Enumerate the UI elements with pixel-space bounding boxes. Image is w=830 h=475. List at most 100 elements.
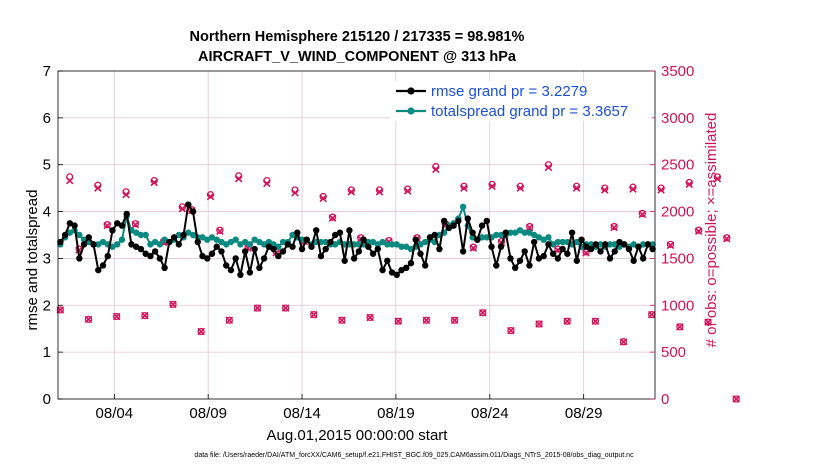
data-point-rmse	[260, 255, 268, 262]
obs-assimilated-stroke	[394, 317, 403, 325]
obs-assimilated-stroke	[563, 317, 571, 325]
obs-assimilated-stroke	[478, 309, 487, 317]
data-point-rmse	[237, 271, 244, 279]
obs-assimilated-stroke	[572, 184, 581, 192]
y-right-tick-label: 500	[661, 344, 686, 361]
data-point-rmse	[573, 257, 581, 264]
obs-assimilated-marker	[723, 234, 731, 243]
obs-assimilated-stroke	[666, 241, 675, 250]
obs-assimilated-marker	[732, 395, 740, 403]
data-point-rmse	[322, 245, 329, 253]
data-point-rmse	[275, 252, 282, 260]
data-point-totalspread	[227, 238, 235, 246]
obs-assimilated-marker	[638, 210, 647, 219]
data-point-rmse	[407, 259, 415, 267]
obs-assimilated-marker	[544, 163, 553, 172]
data-point-totalspread	[114, 241, 121, 248]
obs-possible-marker	[563, 317, 571, 325]
data-point-rmse	[213, 243, 220, 250]
obs-assimilated-marker	[169, 300, 177, 309]
obs-assimilated-marker	[216, 227, 224, 236]
obs-assimilated-stroke	[422, 316, 431, 325]
y-tick-label: 4	[43, 204, 51, 221]
data-point-totalspread	[369, 238, 377, 246]
data-point-rmse	[317, 252, 325, 260]
obs-assimilated-stroke	[103, 221, 112, 230]
data-point-rmse	[431, 231, 438, 239]
data-point-totalspread	[587, 241, 595, 248]
obs-assimilated-stroke	[169, 300, 177, 309]
obs-assimilated-marker	[131, 220, 140, 229]
data-point-totalspread	[497, 231, 505, 239]
data-point-totalspread	[147, 241, 154, 248]
obs-assimilated-stroke	[366, 313, 374, 322]
obs-assimilated-stroke	[197, 327, 205, 336]
data-point-totalspread	[521, 229, 528, 236]
data-point-rmse	[649, 245, 656, 253]
data-point-totalspread	[270, 241, 277, 248]
data-point-rmse	[294, 229, 301, 236]
data-point-rmse	[95, 266, 102, 274]
obs-assimilated-marker	[310, 310, 318, 319]
data-point-rmse	[346, 227, 353, 234]
obs-assimilated-marker	[619, 338, 628, 346]
data-point-rmse	[123, 210, 130, 218]
obs-possible-marker	[141, 311, 149, 320]
data-point-totalspread	[649, 241, 656, 248]
obs-assimilated-marker	[319, 194, 327, 203]
data-point-totalspread	[199, 234, 206, 241]
legend-rmse-marker	[407, 87, 415, 95]
obs-possible-marker	[310, 311, 318, 319]
data-point-totalspread	[265, 238, 273, 246]
data-point-rmse	[151, 248, 159, 255]
data-point-totalspread	[246, 241, 254, 248]
obs-possible-marker	[666, 240, 675, 249]
obs-possible-marker	[610, 222, 618, 231]
y-right-tick-label: 3000	[661, 110, 694, 127]
data-point-rmse	[512, 264, 519, 271]
obs-assimilated-stroke	[647, 310, 656, 319]
data-point-rmse	[284, 241, 291, 248]
legend-totalspread-label: totalspread grand pr = 3.3657	[431, 103, 628, 120]
obs-assimilated-marker	[197, 327, 205, 336]
data-point-totalspread	[279, 238, 287, 246]
data-point-totalspread	[260, 241, 268, 248]
data-point-totalspread	[204, 236, 211, 243]
data-point-totalspread	[275, 243, 282, 250]
data-point-totalspread	[156, 241, 164, 248]
data-point-rmse	[440, 217, 448, 225]
y-tick-label: 7	[43, 63, 51, 80]
data-point-rmse	[474, 236, 481, 243]
y-right-tick-label: 3500	[661, 63, 694, 80]
data-point-rmse	[369, 250, 377, 257]
data-point-totalspread	[606, 241, 614, 248]
data-point-rmse	[564, 250, 571, 257]
obs-assimilated-stroke	[234, 175, 243, 183]
obs-assimilated-marker	[422, 316, 431, 325]
obs-assimilated-marker	[291, 189, 299, 197]
obs-assimilated-marker	[507, 326, 515, 335]
data-point-rmse	[526, 262, 533, 269]
obs-assimilated-stroke	[94, 184, 102, 192]
obs-assimilated-stroke	[84, 315, 93, 324]
data-point-totalspread	[95, 241, 102, 248]
data-point-totalspread	[251, 236, 258, 243]
data-point-rmse	[450, 222, 457, 229]
obs-assimilated-stroke	[723, 234, 731, 243]
data-point-rmse	[270, 245, 277, 253]
data-point-totalspread	[516, 227, 524, 234]
obs-possible-marker	[591, 317, 600, 325]
obs-assimilated-marker	[469, 244, 478, 252]
data-point-rmse	[398, 266, 405, 274]
obs-assimilated-marker	[647, 310, 656, 319]
data-point-totalspread	[384, 241, 391, 248]
data-point-totalspread	[639, 241, 647, 248]
data-point-rmse	[218, 248, 225, 255]
obs-assimilated-stroke	[704, 318, 712, 326]
data-point-rmse	[597, 248, 604, 255]
data-point-rmse	[227, 266, 235, 274]
data-point-totalspread	[66, 229, 74, 236]
data-point-rmse	[336, 229, 344, 236]
data-point-rmse	[71, 222, 78, 229]
obs-assimilated-marker	[150, 178, 158, 187]
